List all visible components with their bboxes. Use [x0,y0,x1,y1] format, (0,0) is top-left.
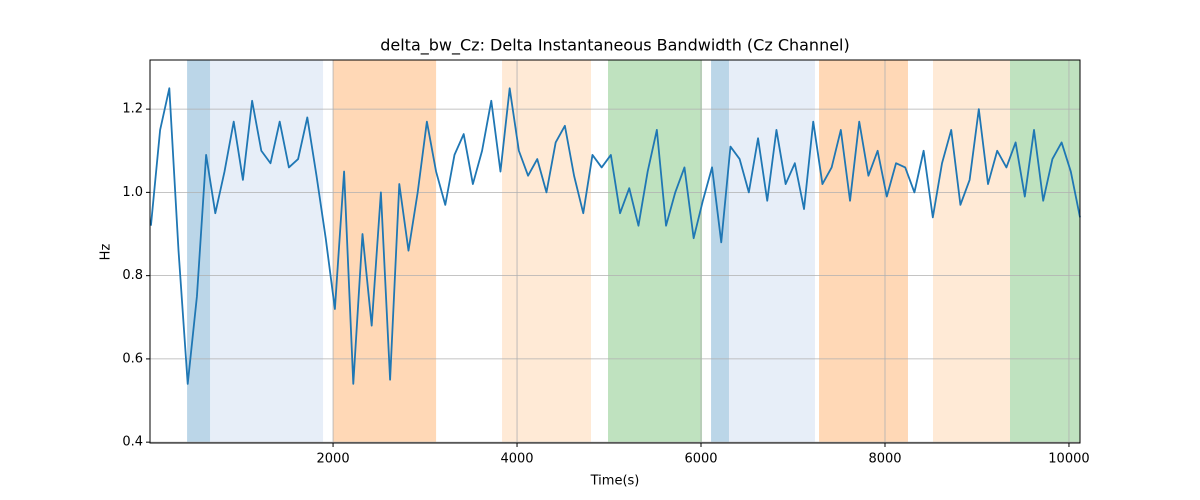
y-axis-label: Hz [99,244,114,261]
chart-title: delta_bw_Cz: Delta Instantaneous Bandwid… [380,36,850,56]
y-tick-label: 1.0 [122,185,143,200]
x-axis-label: Time(s) [590,474,640,489]
y-tick-label: 0.6 [122,351,143,366]
x-tick-label: 8000 [868,452,901,467]
x-tick-label: 2000 [317,452,350,467]
shaded-span [711,60,729,443]
shaded-span [728,60,815,443]
shaded-span [933,60,1010,443]
data-line [150,87,1081,385]
shaded-span [1009,60,1080,443]
plot-frame [149,59,1081,444]
shaded-span [210,60,324,443]
shaded-span [608,60,703,443]
x-tick-label: 10000 [1048,452,1089,467]
shaded-span [819,60,908,443]
x-tick-label: 6000 [684,452,717,467]
shaded-span [187,60,211,443]
x-tick-label: 4000 [500,452,533,467]
y-tick-label: 1.2 [122,102,143,117]
y-tick-label: 0.8 [122,268,143,283]
shaded-span [502,60,591,443]
y-tick-label: 0.4 [122,435,143,450]
